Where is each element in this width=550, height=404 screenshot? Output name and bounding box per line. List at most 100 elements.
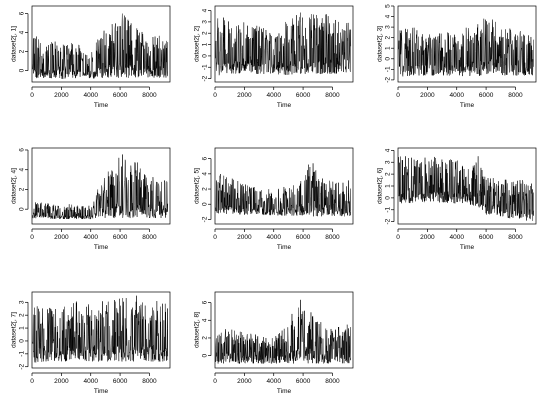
x-tick-label: 4000 (449, 234, 464, 241)
y-tick-label: 0 (19, 68, 26, 72)
series-line-6 (398, 156, 535, 222)
y-tick-label: 3 (202, 20, 209, 24)
y-tick-label: -2 (385, 218, 392, 224)
x-tick-label: 4000 (266, 92, 281, 99)
x-tick-label: 8000 (508, 234, 523, 241)
x-tick-label: 6000 (113, 234, 128, 241)
y-tick-label: 0 (19, 339, 26, 343)
y-tick-label: 4 (19, 30, 26, 34)
x-tick-label: 8000 (508, 92, 523, 99)
series-line-4 (32, 154, 169, 220)
y-axis-label: dataset2[, 6] (377, 168, 384, 204)
plot-frame-5 (214, 147, 354, 225)
x-tick-label: 4000 (449, 92, 464, 99)
x-tick-label: 6000 (479, 92, 494, 99)
y-tick-label: 5 (385, 4, 392, 8)
y-tick-label: -1 (19, 351, 26, 357)
x-tick-label: 6000 (296, 378, 311, 385)
y-tick-label: 4 (19, 168, 26, 172)
y-tick-label: 6 (19, 148, 26, 152)
y-tick-label: -2 (385, 77, 392, 83)
y-axis-label: dataset2[, 5] (194, 168, 201, 204)
plot-frame-8 (214, 291, 354, 369)
series-line-8 (215, 299, 352, 364)
plot-frame-2 (214, 5, 354, 83)
x-tick-label: 8000 (325, 92, 340, 99)
y-tick-label: 1 (19, 326, 26, 330)
x-tick-label: 2000 (237, 92, 252, 99)
x-tick-label: 4000 (83, 234, 98, 241)
y-tick-label: 4 (202, 8, 209, 12)
panel-6: 0 2000 4000 6000 8000 Time -2 -1 0 1 2 3 4 dataset2[,… (377, 147, 537, 251)
x-tick-label: 6000 (113, 378, 128, 385)
y-tick-label: 2 (385, 35, 392, 39)
x-axis-label: Time (277, 388, 292, 395)
y-tick-label: 0 (19, 207, 26, 211)
y-tick-label: -1 (385, 206, 392, 212)
y-tick-label: 2 (385, 172, 392, 176)
y-tick-label: 2 (19, 49, 26, 53)
x-tick-label: 6000 (113, 92, 128, 99)
y-tick-label: 0 (202, 54, 209, 58)
y-tick-label: 3 (385, 25, 392, 29)
y-axis-label: dataset2[, 7] (11, 312, 18, 348)
x-tick-label: 4000 (266, 378, 281, 385)
x-tick-label: 2000 (54, 234, 69, 241)
x-tick-label: 8000 (325, 234, 340, 241)
y-tick-label: 2 (202, 336, 209, 340)
y-tick-label: 4 (202, 318, 209, 322)
x-axis-label: Time (277, 244, 292, 251)
x-tick-label: 4000 (83, 378, 98, 385)
y-tick-label: 4 (385, 14, 392, 18)
x-axis-label: Time (460, 244, 475, 251)
y-tick-label: 6 (202, 300, 209, 304)
y-tick-label: 4 (385, 148, 392, 152)
x-tick-label: 0 (30, 92, 34, 99)
y-tick-label: 2 (19, 187, 26, 191)
y-axis-label: dataset2[, 4] (11, 168, 18, 204)
x-tick-label: 4000 (83, 92, 98, 99)
plot-frame-1 (31, 5, 171, 83)
x-axis-label: Time (277, 102, 292, 109)
panel-4: 0 2000 4000 6000 8000 Time 0 2 4 6 dataset2[, 4] (11, 147, 171, 251)
y-tick-label: -2 (19, 363, 26, 369)
panel-3: 0 2000 4000 6000 8000 Time -2 -1 0 1 2 3 4 5 dataset2[… (377, 4, 537, 109)
y-tick-label: 1 (385, 46, 392, 50)
panel-5: 0 2000 4000 6000 8000 Time -2 0 2 4 6 dataset2[, 5] (194, 147, 354, 251)
y-tick-label: 3 (385, 160, 392, 164)
y-tick-label: 3 (19, 300, 26, 304)
x-tick-label: 0 (396, 234, 400, 241)
y-tick-label: 6 (19, 11, 26, 15)
y-axis-label: dataset2[, 2] (194, 26, 201, 62)
y-tick-label: -2 (202, 75, 209, 81)
x-tick-label: 0 (30, 234, 34, 241)
y-tick-label: -1 (202, 64, 209, 70)
x-tick-label: 4000 (266, 234, 281, 241)
x-tick-label: 6000 (479, 234, 494, 241)
y-tick-label: 2 (19, 313, 26, 317)
x-tick-label: 2000 (54, 92, 69, 99)
x-tick-label: 0 (213, 234, 217, 241)
x-tick-label: 8000 (142, 378, 157, 385)
x-tick-label: 2000 (237, 234, 252, 241)
y-tick-label: -2 (202, 216, 209, 222)
y-tick-label: 0 (202, 353, 209, 357)
x-axis-label: Time (94, 388, 109, 395)
y-tick-label: -1 (385, 66, 392, 72)
y-axis-label: dataset2[, 3] (377, 26, 384, 62)
y-tick-label: 2 (202, 31, 209, 35)
x-tick-label: 8000 (142, 92, 157, 99)
x-tick-label: 2000 (237, 378, 252, 385)
y-tick-label: 6 (202, 156, 209, 160)
y-tick-label: 0 (385, 196, 392, 200)
x-axis-label: Time (460, 102, 475, 109)
plot-frame-3 (397, 5, 537, 83)
x-tick-label: 2000 (420, 234, 435, 241)
plot-frame-7 (31, 291, 171, 369)
series-line-7 (32, 295, 169, 363)
x-tick-label: 8000 (142, 234, 157, 241)
panel-2: 0 2000 4000 6000 8000 Time -2 -1 0 1 2 3 4 dataset2[,… (194, 5, 354, 109)
x-tick-label: 0 (396, 92, 400, 99)
x-tick-label: 0 (213, 92, 217, 99)
y-axis-label: dataset2[, 1] (11, 26, 18, 62)
